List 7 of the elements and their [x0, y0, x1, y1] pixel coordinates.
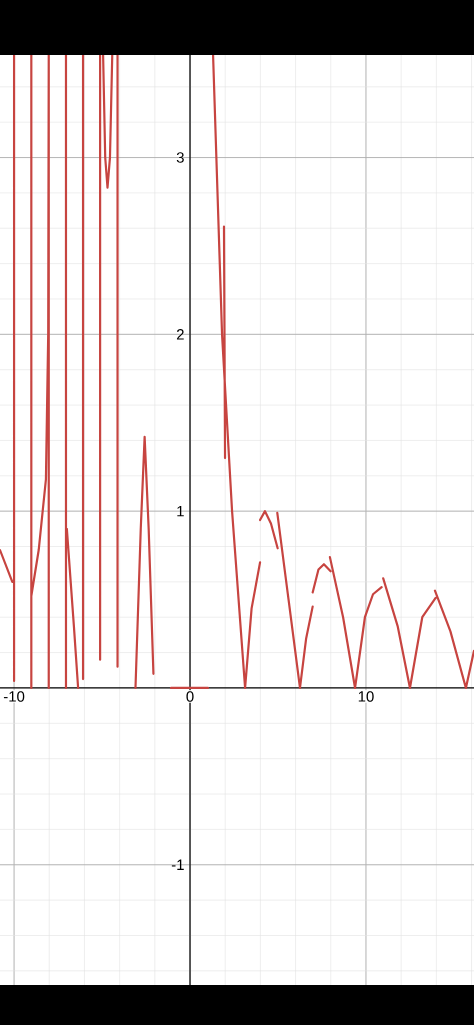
y-tick-label: 2 [176, 329, 184, 340]
y-tick-label: -1 [171, 859, 184, 870]
x-tick-label: 10 [358, 691, 374, 702]
y-tick-label: 3 [176, 152, 184, 163]
x-tick-label: -10 [3, 691, 25, 702]
y-tick-label: 1 [177, 506, 184, 517]
x-tick-label: 0 [186, 691, 194, 702]
